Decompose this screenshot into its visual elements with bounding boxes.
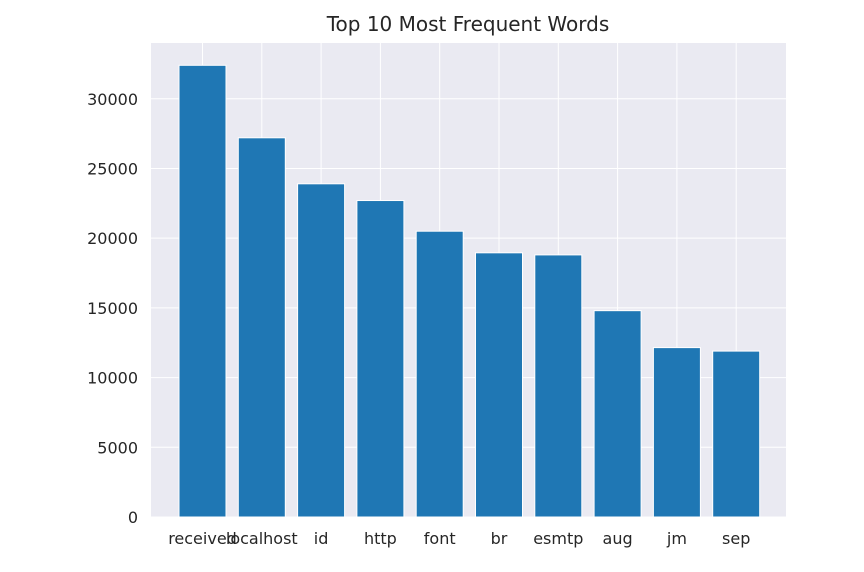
y-tick-label: 25000 [87, 159, 138, 178]
x-tick-label: http [364, 529, 397, 548]
bar-br [475, 252, 523, 518]
bar-http [356, 200, 405, 518]
bar-sep [712, 350, 761, 518]
y-tick-label: 30000 [87, 90, 138, 109]
x-tick-label: received [168, 529, 237, 548]
y-axis-ticks: 0 5000 10000 15000 20000 25000 30000 [87, 90, 138, 527]
x-tick-label: font [424, 529, 456, 548]
y-tick-label: 15000 [87, 299, 138, 318]
bar-aug [593, 310, 642, 518]
bar-received [178, 64, 227, 518]
x-tick-label: br [491, 529, 508, 548]
bar-id [297, 183, 346, 518]
x-tick-label: id [314, 529, 329, 548]
y-tick-label: 5000 [97, 438, 138, 457]
bars [178, 64, 761, 518]
y-tick-label: 10000 [87, 369, 138, 388]
bar-esmtp [534, 254, 583, 518]
chart-title: Top 10 Most Frequent Words [326, 12, 610, 36]
x-tick-label: localhost [226, 529, 298, 548]
bar-jm [652, 347, 701, 518]
x-tick-label: jm [666, 529, 687, 548]
y-tick-label: 20000 [87, 229, 138, 248]
bar-font [415, 230, 464, 518]
x-tick-label: aug [603, 529, 633, 548]
bar-localhost [237, 137, 286, 518]
x-tick-label: sep [722, 529, 750, 548]
x-tick-label: esmtp [533, 529, 583, 548]
y-tick-label: 0 [128, 508, 138, 527]
